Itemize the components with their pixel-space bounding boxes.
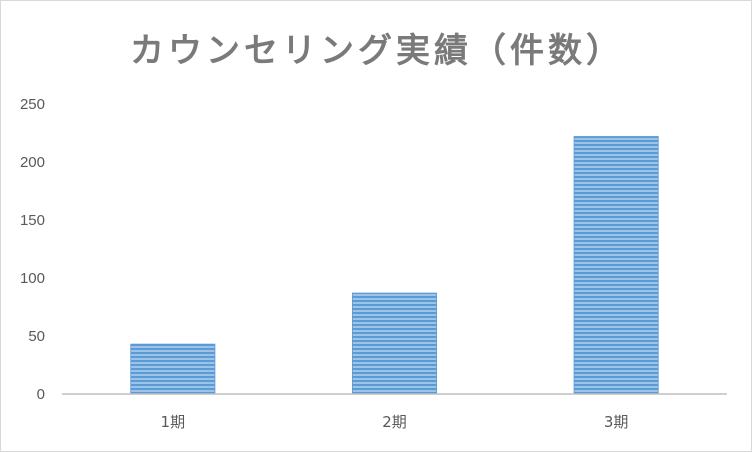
y-tick-label: 150 (20, 212, 45, 229)
bar-3 (573, 136, 659, 395)
y-axis-ticks: 0 50 100 150 200 250 (20, 96, 45, 403)
bar-2 (351, 292, 438, 395)
x-category-label: 2期 (382, 413, 407, 431)
y-tick-label: 0 (37, 386, 45, 403)
y-tick-label: 250 (20, 96, 45, 113)
x-category-label: 3期 (604, 413, 629, 431)
x-axis-categories: 1期 2期 3期 (161, 413, 629, 431)
chart-title: カウンセリング実績（件数） (130, 31, 624, 71)
x-category-label: 1期 (161, 413, 186, 431)
y-tick-label: 200 (20, 154, 45, 171)
y-tick-label: 50 (28, 328, 45, 345)
bars-group (130, 136, 659, 395)
bar-1 (130, 343, 216, 395)
y-tick-label: 100 (20, 270, 45, 287)
